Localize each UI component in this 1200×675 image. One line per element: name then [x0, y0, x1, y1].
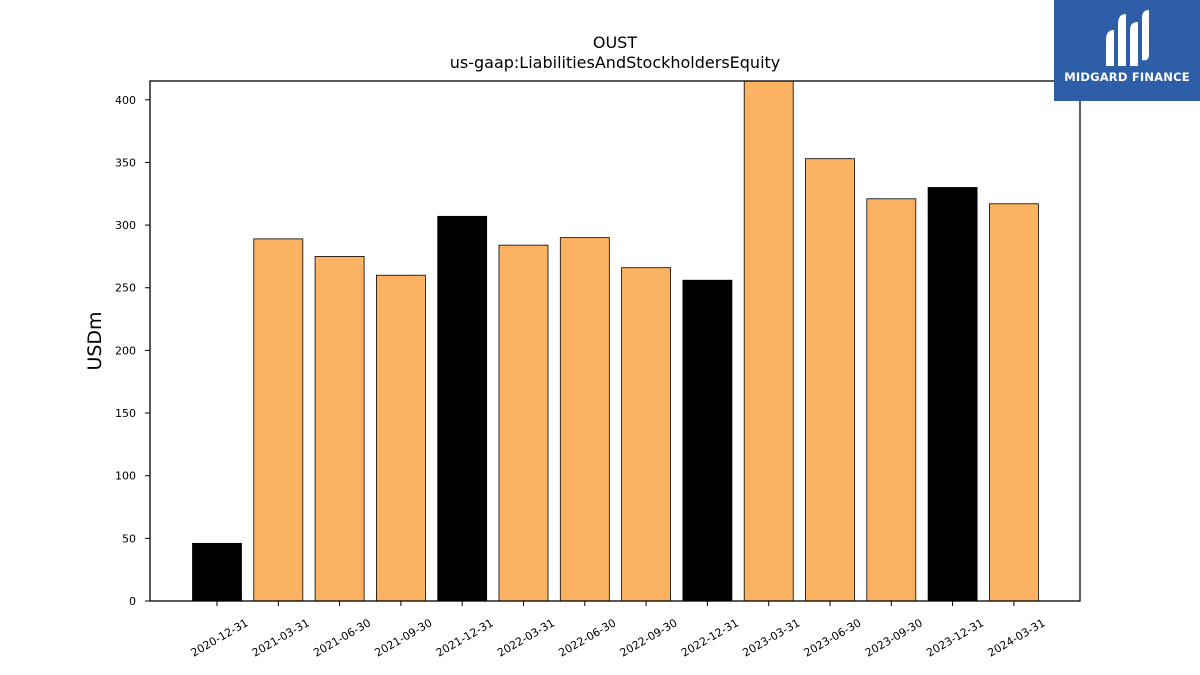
y-axis-label: USDm [84, 311, 106, 370]
logo-text: MIDGARD FINANCE [1064, 70, 1190, 84]
bar-2021-09-30 [375, 274, 426, 602]
y-axis: 0 50 100 150 200 250 300 350 400 [115, 94, 150, 608]
plot-frame [149, 80, 1081, 602]
y-tick-label: 0 [129, 595, 136, 608]
x-tick-label: 2020-12-31 [189, 616, 251, 659]
x-tick-label: 2023-12-31 [924, 616, 986, 659]
y-tick-label: 250 [115, 282, 136, 295]
midgard-finance-logo: MIDGARD FINANCE [1054, 0, 1200, 101]
bar-2023-03-31 [743, 80, 794, 602]
bar-2023-12-31 [927, 187, 978, 602]
y-tick-label: 200 [115, 344, 136, 357]
x-tick-label: 2023-03-31 [740, 616, 802, 659]
y-tick-label: 150 [115, 407, 136, 420]
y-tick-label: 100 [115, 470, 136, 483]
x-tick-label: 2021-03-31 [250, 616, 312, 659]
x-tick-label: 2022-03-31 [495, 616, 557, 659]
bar-2022-03-31 [498, 244, 549, 602]
y-tick-label: 400 [115, 94, 136, 107]
x-tick-label: 2023-06-30 [802, 616, 864, 659]
bar-2021-06-30 [314, 256, 365, 602]
x-tick-label: 2023-09-30 [863, 616, 925, 659]
y-tick-label: 300 [115, 219, 136, 232]
bar-2021-03-31 [253, 238, 304, 602]
bar-2020-12-31 [192, 542, 242, 602]
chart-title: OUST [593, 33, 637, 52]
bar-2023-09-30 [866, 198, 917, 602]
bar-2021-12-31 [437, 215, 488, 602]
x-tick-label: 2022-12-31 [679, 616, 741, 659]
bar-2022-12-31 [682, 279, 733, 602]
y-tick-label: 50 [122, 532, 136, 545]
x-tick-label: 2022-06-30 [556, 616, 618, 659]
bar-2022-09-30 [621, 267, 671, 602]
bar-2022-06-30 [559, 237, 610, 602]
bar-2024-03-31 [989, 203, 1039, 602]
y-tick-label: 350 [115, 156, 136, 169]
x-tick-label: 2022-09-30 [618, 616, 680, 659]
x-tick-label: 2024-03-31 [986, 616, 1048, 659]
bars-group [192, 80, 1039, 602]
x-tick-label: 2021-09-30 [373, 616, 435, 659]
x-axis: 2020-12-31 2021-03-31 2021-06-30 2021-09-30… [189, 601, 1048, 660]
logo-mark-icon [1106, 10, 1149, 66]
x-tick-label: 2021-06-30 [311, 616, 373, 659]
bar-2023-06-30 [805, 158, 855, 602]
x-tick-label: 2021-12-31 [434, 616, 496, 659]
chart-subtitle: us-gaap:LiabilitiesAndStockholdersEquity [450, 53, 781, 72]
